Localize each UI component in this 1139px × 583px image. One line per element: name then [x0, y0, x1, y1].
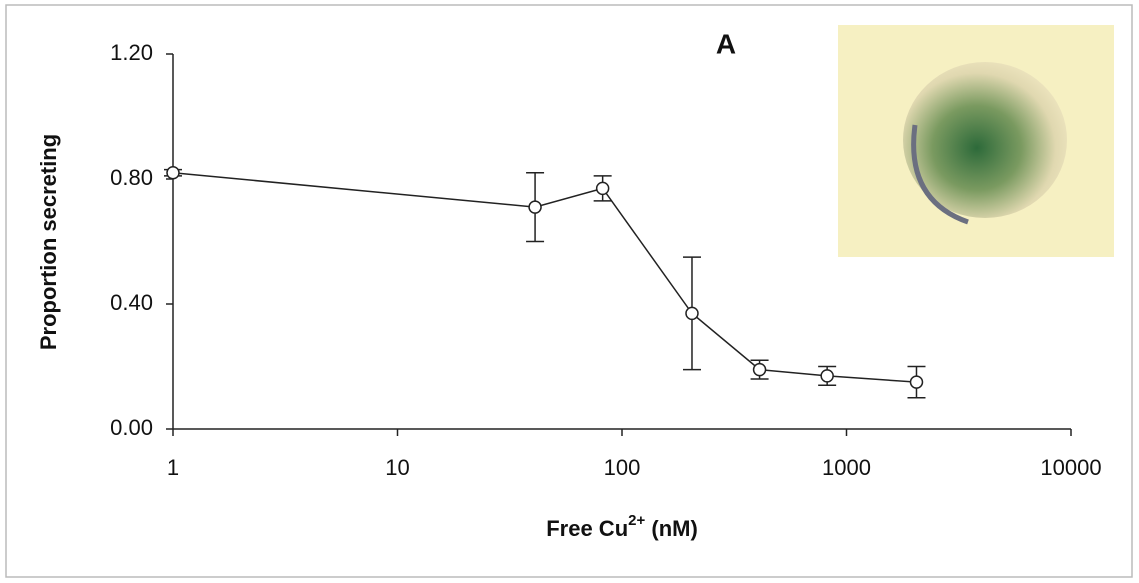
x-axis-label: Free Cu2+ (nM): [546, 512, 698, 541]
y-tick-label: 1.20: [110, 40, 153, 65]
x-axis-label-superscript: 2+: [628, 512, 645, 529]
x-tick-label: 1: [167, 455, 179, 480]
y-tick-label: 0.40: [110, 290, 153, 315]
y-tick-label: 0.00: [110, 415, 153, 440]
point: [595, 181, 610, 196]
panel-label: A: [716, 28, 736, 59]
y-tick-label: 0.80: [110, 165, 153, 190]
point: [820, 369, 834, 383]
x-axis-label-part: Free Cu: [546, 516, 628, 541]
point: [909, 375, 924, 389]
point: [528, 200, 542, 214]
point: [685, 306, 699, 321]
x-axis-label-part: (nM): [645, 516, 698, 541]
inset-rim: [911, 124, 969, 225]
point: [166, 166, 180, 180]
x-tick-label: 100: [604, 455, 641, 480]
x-tick-label: 10000: [1040, 455, 1101, 480]
x-tick-label: 10: [385, 455, 409, 480]
x-tick-label: 1000: [822, 455, 871, 480]
inset-image: [838, 25, 1114, 257]
inset-cell: [903, 62, 1067, 218]
y-axis-label: Proportion secreting: [36, 134, 61, 350]
point: [752, 362, 767, 377]
